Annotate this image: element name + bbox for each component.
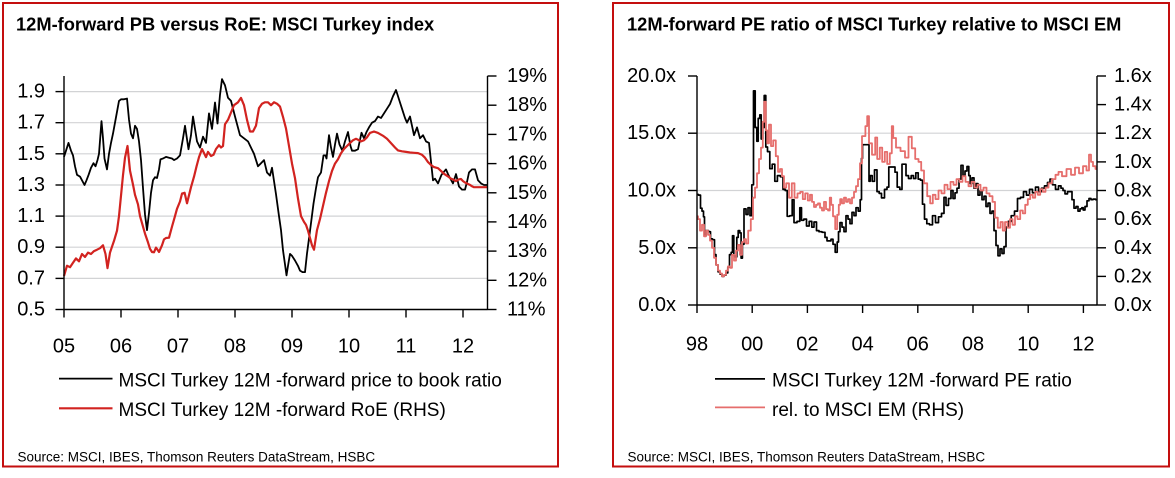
- svg-text:06: 06: [110, 336, 132, 358]
- svg-text:1.7: 1.7: [17, 112, 45, 134]
- svg-text:1.3: 1.3: [17, 174, 45, 196]
- svg-text:0.7: 0.7: [17, 267, 45, 289]
- svg-text:12: 12: [1072, 334, 1094, 356]
- svg-text:20.0x: 20.0x: [627, 65, 676, 87]
- svg-text:1.2x: 1.2x: [1114, 122, 1152, 144]
- svg-text:11: 11: [396, 336, 417, 358]
- svg-text:14%: 14%: [507, 211, 547, 233]
- svg-text:17%: 17%: [507, 123, 547, 145]
- svg-text:1.9: 1.9: [17, 81, 45, 103]
- svg-text:1.1: 1.1: [17, 205, 45, 227]
- svg-text:0.8x: 0.8x: [1114, 180, 1152, 202]
- svg-text:0.4x: 0.4x: [1114, 237, 1152, 259]
- svg-text:0.9: 0.9: [17, 236, 45, 258]
- svg-text:12M-forward PE ratio of MSCI T: 12M-forward PE ratio of MSCI Turkey rela…: [627, 14, 1121, 35]
- svg-text:12: 12: [452, 336, 474, 358]
- svg-text:rel. to MSCI EM (RHS): rel. to MSCI EM (RHS): [772, 400, 964, 421]
- svg-text:0.6x: 0.6x: [1114, 208, 1152, 230]
- svg-text:08: 08: [224, 336, 246, 358]
- svg-text:06: 06: [907, 334, 929, 356]
- svg-text:10.0x: 10.0x: [627, 180, 676, 202]
- svg-text:MSCI Turkey 12M -forward RoE: MSCI Turkey 12M -forward RoE (RHS): [119, 400, 446, 421]
- svg-text:04: 04: [851, 334, 873, 356]
- svg-text:0.5: 0.5: [17, 299, 45, 321]
- svg-text:MSCI Turkey 12M -forward PE r: MSCI Turkey 12M -forward PE ratio: [772, 371, 1072, 392]
- svg-text:18%: 18%: [507, 94, 547, 116]
- svg-text:12%: 12%: [507, 269, 547, 291]
- svg-text:16%: 16%: [507, 153, 547, 175]
- svg-text:12M-forward PB versus RoE: MSC: 12M-forward PB versus RoE: MSCI Turkey i…: [16, 14, 435, 35]
- svg-text:19%: 19%: [507, 65, 547, 87]
- svg-text:0.0x: 0.0x: [638, 294, 676, 316]
- svg-text:10: 10: [338, 336, 360, 358]
- svg-text:10: 10: [1017, 334, 1039, 356]
- svg-text:02: 02: [796, 334, 818, 356]
- svg-text:00: 00: [741, 334, 763, 356]
- svg-text:15.0x: 15.0x: [627, 122, 676, 144]
- svg-text:1.0x: 1.0x: [1114, 151, 1152, 173]
- svg-text:1.6x: 1.6x: [1114, 65, 1152, 87]
- svg-text:Source: MSCI, IBES, Thomson Re: Source: MSCI, IBES, Thomson Reuters Data…: [18, 450, 376, 465]
- svg-text:08: 08: [962, 334, 984, 356]
- svg-text:05: 05: [53, 336, 75, 358]
- svg-text:1.4x: 1.4x: [1114, 94, 1152, 116]
- svg-text:13%: 13%: [507, 240, 547, 262]
- svg-text:5.0x: 5.0x: [638, 237, 676, 259]
- svg-text:15%: 15%: [507, 182, 547, 204]
- svg-text:0.2x: 0.2x: [1114, 265, 1152, 287]
- svg-text:1.5: 1.5: [17, 143, 45, 165]
- svg-text:11%: 11%: [507, 299, 546, 321]
- svg-text:07: 07: [167, 336, 189, 358]
- svg-text:MSCI Turkey 12M -forward pric: MSCI Turkey 12M -forward price to book r…: [119, 371, 502, 392]
- svg-text:09: 09: [281, 336, 303, 358]
- svg-text:0.0x: 0.0x: [1114, 294, 1152, 316]
- svg-text:98: 98: [686, 334, 708, 356]
- svg-text:Source: MSCI, IBES, Thomson Re: Source: MSCI, IBES, Thomson Reuters Data…: [628, 450, 986, 465]
